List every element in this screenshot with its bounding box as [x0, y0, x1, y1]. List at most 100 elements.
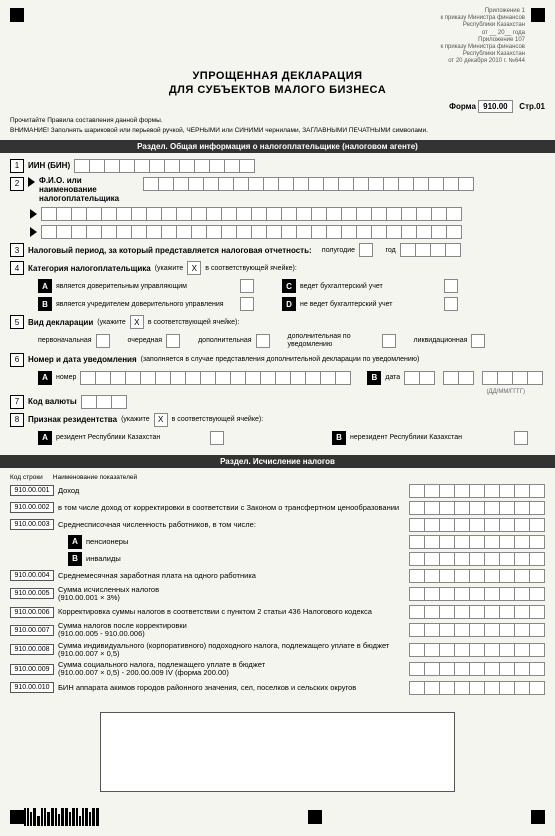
input-cell[interactable]	[409, 605, 425, 619]
input-cell[interactable]	[469, 569, 485, 583]
input-cell[interactable]	[179, 159, 195, 173]
input-cell[interactable]	[469, 681, 485, 695]
input-cell[interactable]	[514, 484, 530, 498]
input-cell[interactable]	[409, 518, 425, 532]
input-cell[interactable]	[514, 501, 530, 515]
input-cell[interactable]	[469, 535, 485, 549]
input-cell[interactable]	[386, 225, 402, 239]
input-cell[interactable]	[209, 159, 225, 173]
input-cell[interactable]	[251, 225, 267, 239]
input-cell[interactable]	[215, 371, 231, 385]
input-cell[interactable]	[409, 623, 425, 637]
input-cell[interactable]	[341, 207, 357, 221]
input-cell[interactable]	[191, 225, 207, 239]
input-cell[interactable]	[469, 643, 485, 657]
input-cell[interactable]	[439, 484, 455, 498]
value-cells[interactable]	[409, 643, 545, 657]
input-cell[interactable]	[248, 177, 264, 191]
input-cell[interactable]	[203, 177, 219, 191]
input-cell[interactable]	[409, 681, 425, 695]
input-cell[interactable]	[206, 207, 222, 221]
input-cell[interactable]	[371, 207, 387, 221]
input-cell[interactable]	[424, 587, 440, 601]
input-cell[interactable]	[439, 535, 455, 549]
input-cell[interactable]	[443, 371, 459, 385]
input-cell[interactable]	[230, 371, 246, 385]
input-cell[interactable]	[529, 535, 545, 549]
input-cell[interactable]	[176, 225, 192, 239]
input-cell[interactable]	[424, 662, 440, 676]
input-cell[interactable]	[529, 623, 545, 637]
input-cell[interactable]	[356, 207, 372, 221]
input-cell[interactable]	[371, 225, 387, 239]
input-cell[interactable]	[469, 623, 485, 637]
input-cell[interactable]	[239, 159, 255, 173]
input-cell[interactable]	[469, 552, 485, 566]
notif-date-cells[interactable]	[404, 371, 543, 385]
input-cell[interactable]	[454, 662, 470, 676]
input-cell[interactable]	[200, 371, 216, 385]
value-cells[interactable]	[409, 569, 545, 583]
input-cell[interactable]	[86, 207, 102, 221]
input-cell[interactable]	[96, 395, 112, 409]
input-cell[interactable]	[71, 207, 87, 221]
input-cell[interactable]	[101, 207, 117, 221]
input-cell[interactable]	[484, 569, 500, 583]
check-cat-C[interactable]	[444, 279, 458, 293]
input-cell[interactable]	[206, 225, 222, 239]
input-cell[interactable]	[529, 643, 545, 657]
input-cell[interactable]	[86, 225, 102, 239]
input-cell[interactable]	[443, 177, 459, 191]
input-cell[interactable]	[400, 243, 416, 257]
input-cell[interactable]	[296, 225, 312, 239]
input-cell[interactable]	[176, 207, 192, 221]
notif-num-cells[interactable]	[80, 371, 351, 385]
input-cell[interactable]	[514, 643, 530, 657]
value-cells[interactable]	[409, 535, 545, 549]
input-cell[interactable]	[419, 371, 435, 385]
input-cell[interactable]	[353, 177, 369, 191]
input-cell[interactable]	[454, 605, 470, 619]
input-cell[interactable]	[155, 371, 171, 385]
input-cell[interactable]	[514, 623, 530, 637]
decl-opt-check[interactable]	[256, 334, 270, 348]
decl-opt-check[interactable]	[382, 334, 396, 348]
input-cell[interactable]	[401, 225, 417, 239]
input-cell[interactable]	[482, 371, 498, 385]
input-cell[interactable]	[484, 643, 500, 657]
input-cell[interactable]	[386, 207, 402, 221]
signature-box[interactable]	[100, 712, 455, 792]
input-cell[interactable]	[305, 371, 321, 385]
input-cell[interactable]	[131, 207, 147, 221]
iin-cells[interactable]	[74, 159, 255, 173]
input-cell[interactable]	[356, 225, 372, 239]
input-cell[interactable]	[484, 518, 500, 532]
value-cells[interactable]	[409, 587, 545, 601]
input-cell[interactable]	[116, 225, 132, 239]
input-cell[interactable]	[409, 501, 425, 515]
input-cell[interactable]	[308, 177, 324, 191]
value-cells[interactable]	[409, 662, 545, 676]
input-cell[interactable]	[499, 535, 515, 549]
input-cell[interactable]	[263, 177, 279, 191]
input-cell[interactable]	[320, 371, 336, 385]
input-cell[interactable]	[424, 681, 440, 695]
input-cell[interactable]	[469, 662, 485, 676]
input-cell[interactable]	[446, 207, 462, 221]
input-cell[interactable]	[56, 207, 72, 221]
input-cell[interactable]	[131, 225, 147, 239]
input-cell[interactable]	[499, 501, 515, 515]
input-cell[interactable]	[499, 552, 515, 566]
input-cell[interactable]	[499, 605, 515, 619]
input-cell[interactable]	[146, 207, 162, 221]
input-cell[interactable]	[484, 623, 500, 637]
input-cell[interactable]	[424, 535, 440, 549]
input-cell[interactable]	[514, 535, 530, 549]
input-cell[interactable]	[514, 681, 530, 695]
input-cell[interactable]	[529, 484, 545, 498]
input-cell[interactable]	[439, 552, 455, 566]
input-cell[interactable]	[341, 225, 357, 239]
input-cell[interactable]	[111, 395, 127, 409]
input-cell[interactable]	[335, 371, 351, 385]
input-cell[interactable]	[224, 159, 240, 173]
